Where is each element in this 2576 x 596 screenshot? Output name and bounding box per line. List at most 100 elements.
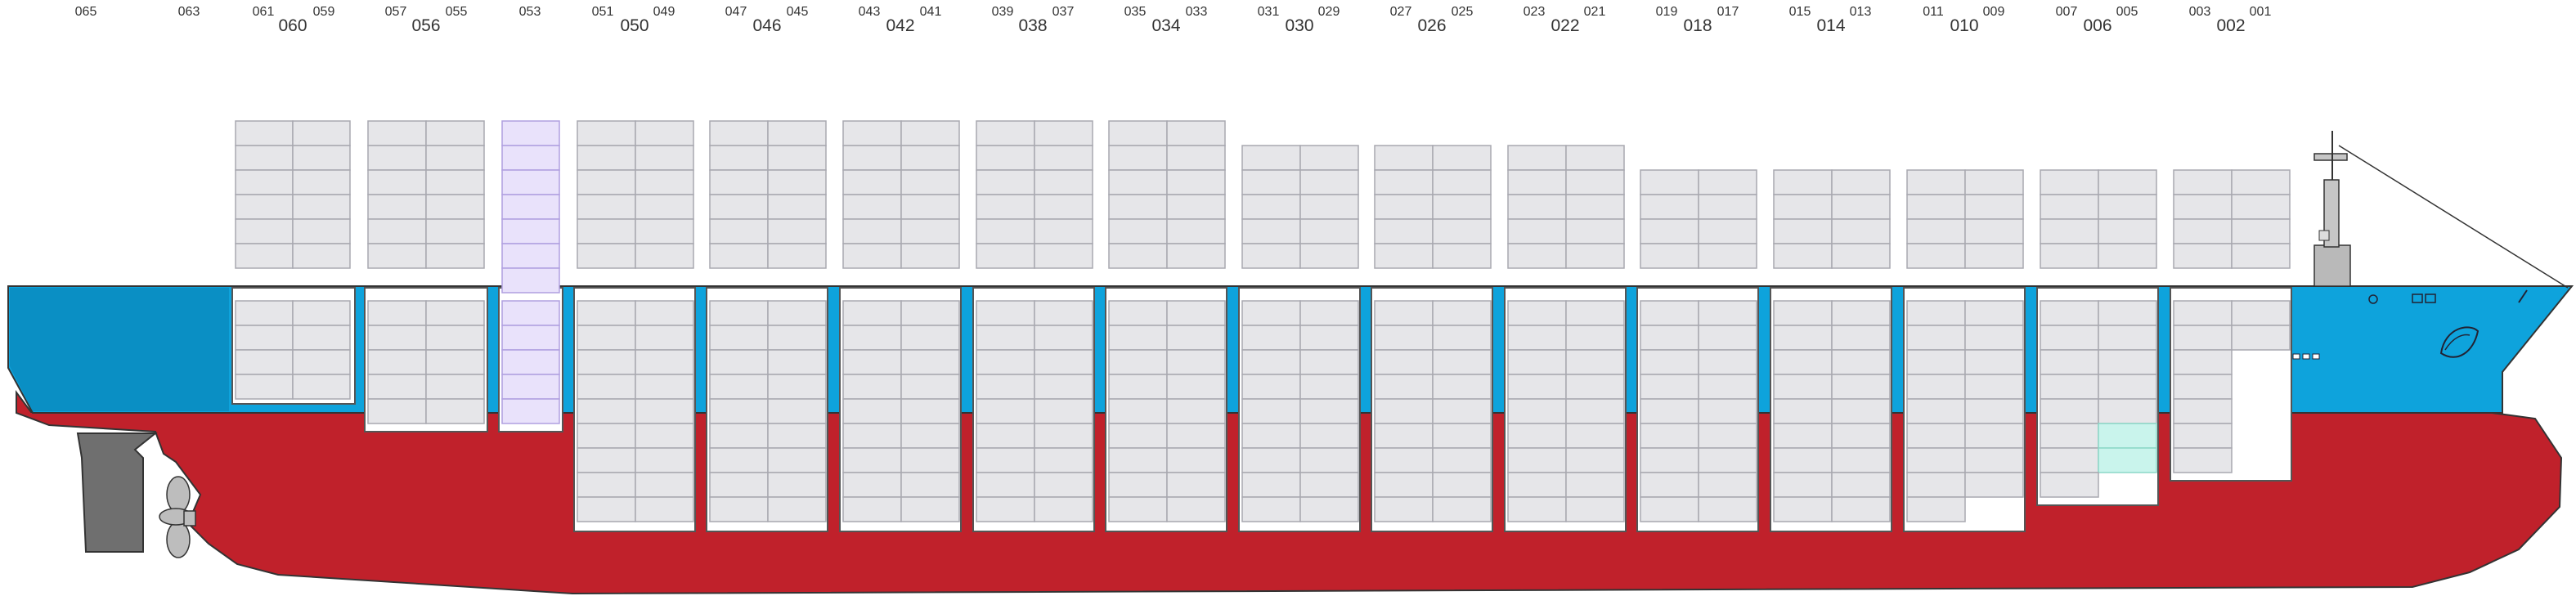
- hold-022-container: [1507, 349, 1567, 375]
- bay-label-063: 063: [178, 5, 200, 19]
- deck-046-container: [767, 218, 827, 244]
- deck-022-container: [1565, 218, 1625, 244]
- deck-014-container: [1831, 218, 1891, 244]
- hold-018-container: [1698, 496, 1757, 522]
- hold-042-container: [900, 447, 960, 473]
- deck-022-container: [1565, 169, 1625, 195]
- hold-010-container: [1906, 496, 1966, 522]
- hold-042-container: [900, 374, 960, 400]
- hold-018-container: [1698, 398, 1757, 424]
- hold-056-container: [425, 349, 485, 375]
- bay-main-030: 030: [1285, 16, 1313, 35]
- hold-030-container: [1241, 374, 1301, 400]
- deck-060-container: [292, 169, 351, 195]
- hold-038-container: [1034, 472, 1093, 498]
- deck-002-container: [2231, 218, 2291, 244]
- bay-label-059: 059: [313, 5, 335, 19]
- hold-022-container: [1565, 300, 1625, 326]
- deck-046-container: [709, 243, 769, 269]
- deck-022-container: [1565, 194, 1625, 220]
- hold-046-container: [709, 300, 769, 326]
- hold-026-container: [1432, 300, 1492, 326]
- hold-022-container: [1507, 300, 1567, 326]
- hold-022-container: [1565, 374, 1625, 400]
- deck-060-container: [292, 145, 351, 171]
- hold-018-container: [1698, 423, 1757, 449]
- hold-018-container: [1640, 496, 1699, 522]
- deck-022-container: [1507, 145, 1567, 171]
- hold-026-container: [1374, 325, 1434, 351]
- deck-026-container: [1432, 145, 1492, 171]
- deck-046-container: [767, 169, 827, 195]
- hold-038-container: [976, 325, 1035, 351]
- deck-030-container: [1299, 218, 1359, 244]
- bay-main-006: 006: [2083, 16, 2112, 35]
- deck-050-container: [577, 218, 636, 244]
- deck-056-container: [367, 145, 427, 171]
- deck-038-container: [1034, 194, 1093, 220]
- hold-042-container: [842, 472, 902, 498]
- hold-050-container: [635, 423, 694, 449]
- hold-050-container: [635, 447, 694, 473]
- hold-050-container: [577, 496, 636, 522]
- hold-060-container: [235, 325, 294, 351]
- deck-042-container: [900, 169, 960, 195]
- hold-034-container: [1166, 423, 1226, 449]
- deck-042-container: [842, 169, 902, 195]
- bay-label-051: 051: [592, 5, 614, 19]
- hold-014-container: [1831, 398, 1891, 424]
- hold-060-container: [292, 349, 351, 375]
- bay-label-025: 025: [1452, 5, 1474, 19]
- deck-002-container: [2173, 218, 2233, 244]
- deck-038-container: [1034, 120, 1093, 146]
- hold-046-container: [767, 374, 827, 400]
- hold-038-container: [1034, 374, 1093, 400]
- hold-022-container: [1565, 472, 1625, 498]
- hold-022-container: [1507, 374, 1567, 400]
- hold-060-container: [235, 349, 294, 375]
- hold-034-container: [1108, 300, 1168, 326]
- hold-026-container: [1432, 325, 1492, 351]
- hold-006-container: [2040, 447, 2099, 473]
- hold-014-container: [1773, 398, 1833, 424]
- deck-056-container: [425, 218, 485, 244]
- deck-034-container: [1108, 218, 1168, 244]
- hold-060-container: [292, 374, 351, 400]
- deck-010-container: [1964, 169, 2024, 195]
- hold-018-container: [1640, 423, 1699, 449]
- bay-main-056: 056: [411, 16, 440, 35]
- hold-002-container: [2173, 349, 2233, 375]
- deck-034-container: [1166, 169, 1226, 195]
- deck-042-container: [900, 243, 960, 269]
- bay-label-033: 033: [1186, 5, 1208, 19]
- deck-042-container: [900, 145, 960, 171]
- deck-030-container: [1241, 218, 1301, 244]
- hold-018-container: [1698, 374, 1757, 400]
- deck-006-container: [2098, 194, 2157, 220]
- deck-060-container: [292, 243, 351, 269]
- hold-018-container: [1640, 447, 1699, 473]
- hold-006-container: [2040, 423, 2099, 449]
- hold-053-container: [501, 300, 560, 326]
- hold-050-container: [635, 496, 694, 522]
- hold-046-container: [767, 447, 827, 473]
- deck-006-container: [2040, 243, 2099, 269]
- deck-018-container: [1640, 169, 1699, 195]
- deck-006-container: [2040, 169, 2099, 195]
- bay-main-050: 050: [620, 16, 648, 35]
- hold-006-container: [2098, 447, 2157, 473]
- deck-060-container: [235, 169, 294, 195]
- deck-014-container: [1773, 218, 1833, 244]
- hold-010-container: [1906, 374, 1966, 400]
- deck-030-container: [1299, 243, 1359, 269]
- hold-014-container: [1773, 325, 1833, 351]
- deck-010-container: [1964, 194, 2024, 220]
- hold-046-container: [709, 423, 769, 449]
- hold-034-container: [1166, 349, 1226, 375]
- deck-042-container: [842, 120, 902, 146]
- hold-038-container: [1034, 349, 1093, 375]
- hold-006-container: [2040, 374, 2099, 400]
- deck-002-container: [2173, 194, 2233, 220]
- hold-038-container: [1034, 423, 1093, 449]
- bay-label-047: 047: [725, 5, 747, 19]
